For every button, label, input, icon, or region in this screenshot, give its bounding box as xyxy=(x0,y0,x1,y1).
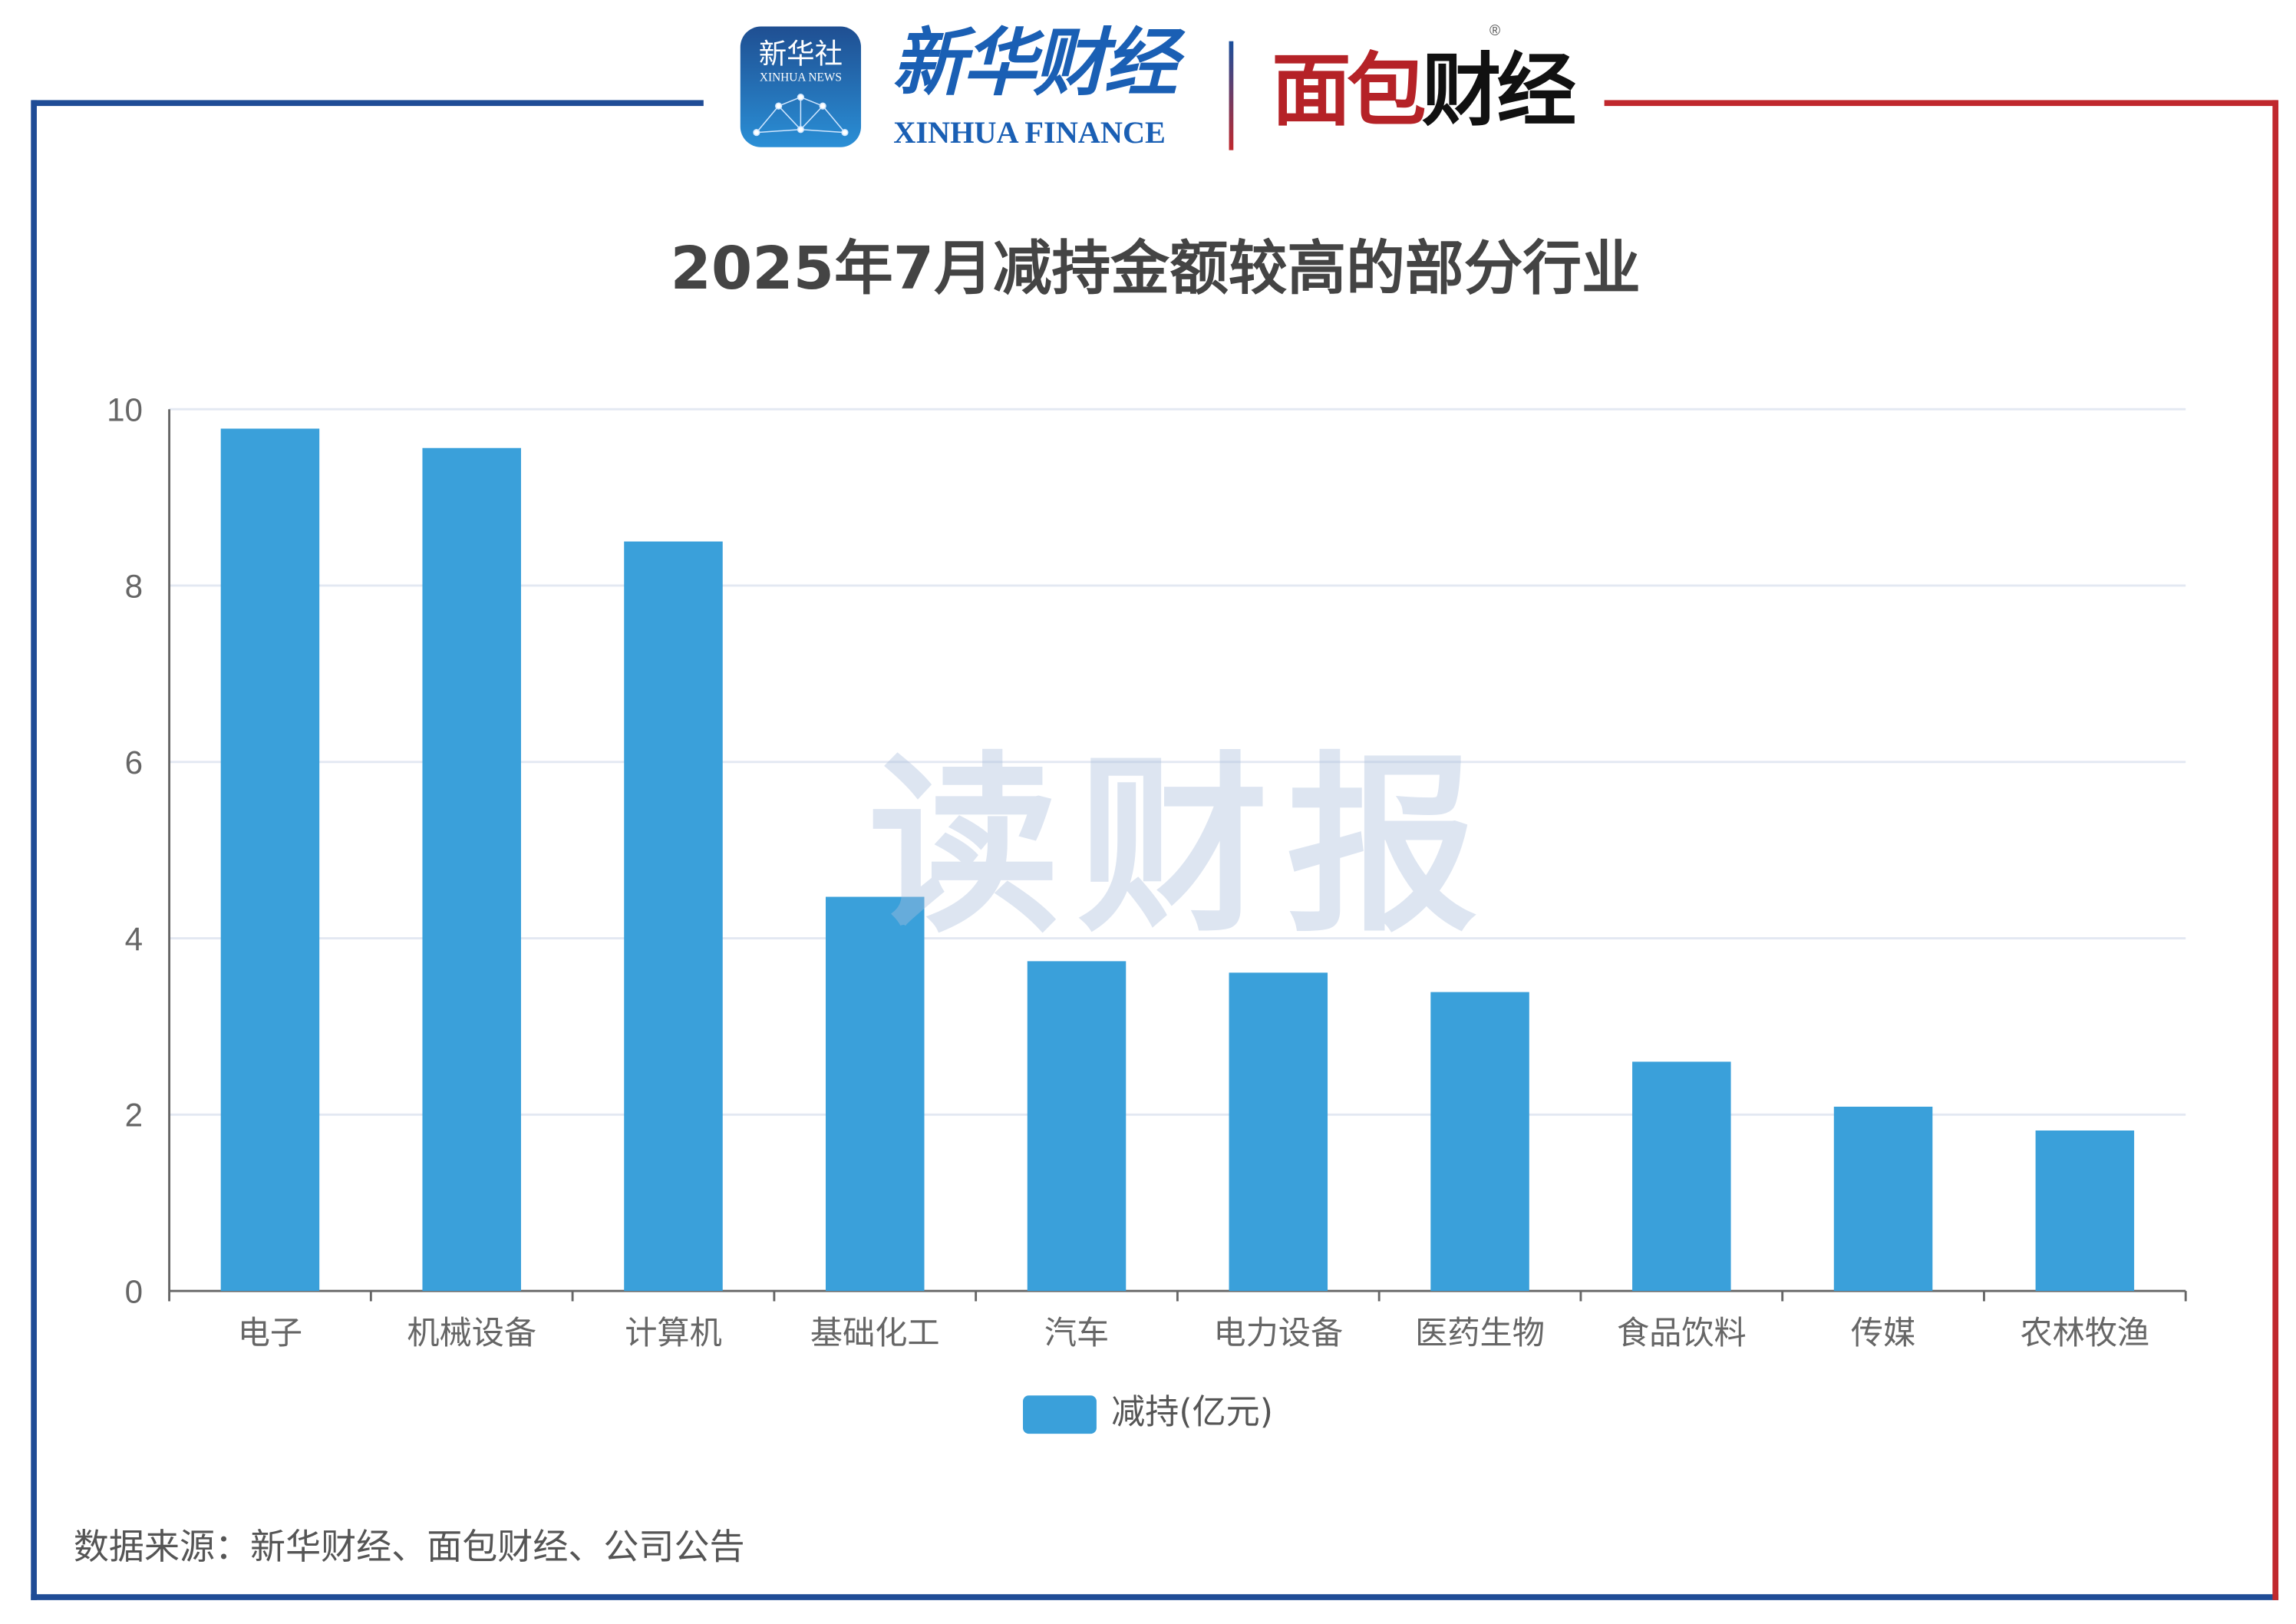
registered-mark: ® xyxy=(1489,23,1501,40)
frame-left xyxy=(31,100,37,1600)
chart-title: 2025年7月减持金额较高的部分行业 xyxy=(670,235,1641,304)
y-tick-label: 8 xyxy=(125,568,143,604)
x-tick-label: 医药生物 xyxy=(1415,1314,1545,1352)
xinhua-finance-logo-en: XINHUA FINANCE xyxy=(893,114,1166,150)
x-tick-label: 食品饮料 xyxy=(1617,1314,1747,1352)
mianbao-logo-black: 财经 xyxy=(1421,44,1576,137)
bar-chart: 0 2 4 6 8 10 电子 机械设备 计算机 基础化工 汽车 电力设备 医药生物 食品饮料 传媒 农林牧渔 xyxy=(107,392,2187,1352)
logo-divider xyxy=(1229,41,1234,150)
bar-基础化工 xyxy=(825,896,925,1292)
frame-bottom xyxy=(31,1594,2279,1600)
x-tick-label: 电力设备 xyxy=(1213,1314,1343,1352)
y-tick-label: 2 xyxy=(125,1098,143,1134)
x-tick-label: 电子 xyxy=(238,1314,302,1352)
xinhua-news-logo-en: XINHUA NEWS xyxy=(759,71,842,84)
y-tick-label: 6 xyxy=(125,744,143,781)
frame-top-left xyxy=(32,100,704,107)
frame-right xyxy=(2272,100,2279,1600)
y-tick-label: 0 xyxy=(125,1273,143,1309)
legend-label[interactable]: 减持(亿元) xyxy=(1111,1394,1273,1433)
data-source: 数据来源：新华财经、面包财经、公司公告 xyxy=(73,1526,745,1568)
xinhua-finance-logo-cn: 新华财经 xyxy=(892,18,1177,107)
bar-计算机 xyxy=(624,541,723,1292)
bar-医药生物 xyxy=(1430,992,1529,1292)
xinhua-news-logo-cn: 新华社 xyxy=(758,38,843,71)
y-tick-label: 10 xyxy=(107,392,143,428)
bar-汽车 xyxy=(1027,961,1127,1292)
watermark: 读财报 xyxy=(868,734,1496,959)
bar-农林牧渔 xyxy=(2035,1130,2135,1292)
y-tick-label: 4 xyxy=(125,921,143,957)
xinhua-news-logo: 新华社 XINHUA NEWS xyxy=(740,26,862,147)
mianbao-finance-logo: 面包财经 xyxy=(1272,44,1576,137)
legend-swatch[interactable] xyxy=(1023,1395,1097,1434)
x-tick-label: 基础化工 xyxy=(810,1314,940,1352)
x-tick-label: 汽车 xyxy=(1044,1314,1109,1352)
mianbao-logo-red: 面包 xyxy=(1272,44,1426,137)
x-tick-label: 计算机 xyxy=(625,1314,722,1352)
x-tick-label: 农林牧渔 xyxy=(2020,1314,2149,1352)
bar-传媒 xyxy=(1833,1106,1933,1292)
x-tick-label: 机械设备 xyxy=(407,1314,536,1352)
bar-电力设备 xyxy=(1229,972,1328,1292)
x-tick-label: 传媒 xyxy=(1851,1314,1915,1352)
bar-食品饮料 xyxy=(1632,1061,1731,1292)
bar-机械设备 xyxy=(422,447,521,1292)
bar-电子 xyxy=(220,428,320,1292)
frame-top-right xyxy=(1604,100,2278,107)
network-globe-icon xyxy=(753,93,849,137)
